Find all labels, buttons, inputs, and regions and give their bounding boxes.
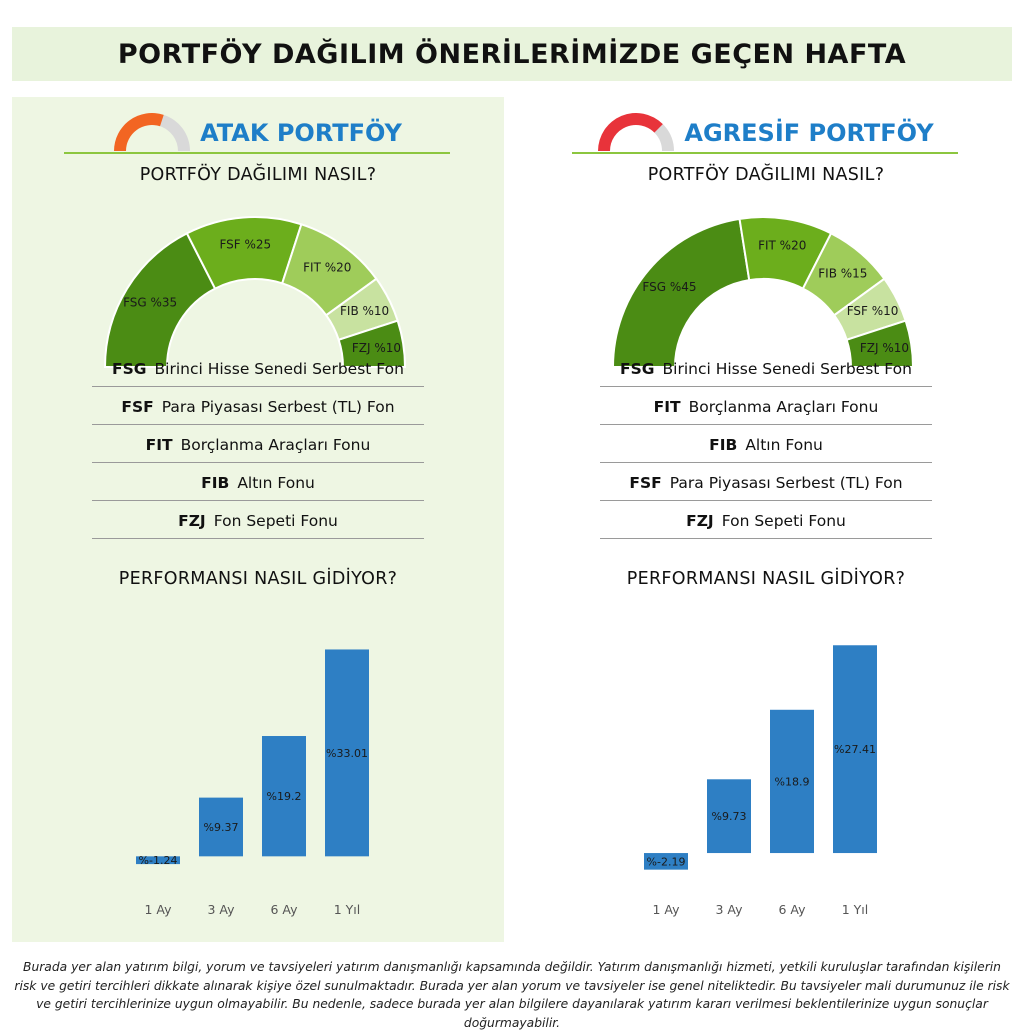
donut-slice-fzj: [337, 319, 407, 368]
performance-bar-chart: %-2.19 1 Ay %9.73 3 Ay %18.9 6 Ay %27.41 1 Yıl: [644, 645, 877, 917]
panel-title: ATAK PORTFÖY: [200, 119, 402, 147]
performance-heading: PERFORMANSI NASIL GİDİYOR?: [626, 569, 906, 589]
panel-title-row: AGRESİF PORTFÖY: [520, 111, 1012, 155]
legend-row: FZJ Fon Sepeti Fonu: [600, 501, 932, 539]
bar-value-label: %-2.19: [647, 855, 686, 868]
bar-value-label: %9.73: [712, 810, 747, 823]
allocation-half-donut: FSG %45 FIT %20 FIB %15 FSF %10 FZJ %10: [611, 216, 915, 368]
bar-value-label: %19.2: [267, 790, 302, 803]
donut-label-fzj: FZJ %10: [352, 341, 401, 355]
legend-row: FSG Birinci Hisse Senedi Serbest Fon: [600, 349, 932, 387]
donut-label-fsg: FSG %45: [642, 280, 696, 294]
donut-label-fit: FIT %20: [303, 260, 351, 274]
bar-value-label: %9.37: [204, 821, 239, 834]
donut-label-fib: FIB %10: [340, 304, 389, 318]
bar-1: [199, 797, 243, 857]
fund-code: FIT: [653, 397, 681, 416]
panel-atak: ATAK PORTFÖY PORTFÖY DAĞILIMI NASIL? FSG…: [12, 97, 504, 942]
legend-row: FSF Para Piyasası Serbest (TL) Fon: [600, 463, 932, 501]
legend-row: FIT Borçlanma Araçları Fonu: [92, 425, 424, 463]
fund-code: FIB: [201, 473, 230, 492]
bar-category-label: 3 Ay: [715, 902, 743, 917]
legend-row: FZJ Fon Sepeti Fonu: [92, 501, 424, 539]
bar-category-label: 1 Ay: [144, 902, 172, 917]
title-divider: [572, 152, 958, 154]
gauge-icon: [598, 113, 675, 151]
fund-code: FSF: [121, 397, 154, 416]
donut-label-fsf: FSF %25: [219, 237, 271, 251]
fund-code: FSG: [620, 359, 655, 378]
fund-code: FIB: [709, 435, 738, 454]
gauge-fill: [114, 113, 164, 151]
fund-name: Borçlanma Araçları Fonu: [688, 397, 879, 416]
performance-heading: PERFORMANSI NASIL GİDİYOR?: [118, 569, 398, 589]
bar-0: [136, 856, 180, 865]
fund-code: FZJ: [686, 511, 714, 530]
bar-1: [707, 779, 751, 854]
gauge-track: [160, 114, 191, 151]
page-header: PORTFÖY DAĞILIM ÖNERİLERİMİZDE GEÇEN HAF…: [12, 27, 1012, 81]
fund-name: Para Piyasası Serbest (TL) Fon: [161, 397, 395, 416]
donut-label-fit: FIT %20: [758, 239, 806, 253]
allocation-half-donut: FSG %35 FSF %25 FIT %20 FIB %10 FZJ %10: [103, 216, 407, 368]
fund-code: FSG: [112, 359, 147, 378]
fund-name: Para Piyasası Serbest (TL) Fon: [669, 473, 903, 492]
fund-name: Fon Sepeti Fonu: [721, 511, 846, 530]
fund-name: Birinci Hisse Senedi Serbest Fon: [154, 359, 404, 378]
legend-row: FSF Para Piyasası Serbest (TL) Fon: [92, 387, 424, 425]
performance-bar-chart: %-1.24 1 Ay %9.37 3 Ay %19.2 6 Ay %33.01 1 Yıl: [136, 649, 369, 917]
donut-slice-fzj: [845, 319, 915, 368]
bar-category-label: 1 Yıl: [842, 902, 869, 917]
fund-code: FSF: [629, 473, 662, 492]
bar-category-label: 6 Ay: [270, 902, 298, 917]
bar-category-label: 1 Yıl: [334, 902, 361, 917]
bar-0: [644, 853, 688, 870]
donut-label-fsg: FSG %35: [123, 296, 177, 310]
panel-agresif: AGRESİF PORTFÖY PORTFÖY DAĞILIMI NASIL? …: [520, 97, 1012, 942]
bar-value-label: %-1.24: [139, 854, 178, 867]
fund-name: Birinci Hisse Senedi Serbest Fon: [662, 359, 912, 378]
fund-legend: FSG Birinci Hisse Senedi Serbest Fon FSF P…: [92, 349, 424, 539]
fund-name: Borçlanma Araçları Fonu: [180, 435, 371, 454]
page-title: PORTFÖY DAĞILIM ÖNERİLERİMİZDE GEÇEN HAF…: [117, 38, 907, 70]
panel-title-row: ATAK PORTFÖY: [12, 111, 504, 155]
fund-name: Altın Fonu: [237, 473, 315, 492]
legend-row: FIB Altın Fonu: [92, 463, 424, 501]
donut-slice-fsg: [611, 217, 751, 368]
gauge-icon: [114, 113, 191, 151]
disclaimer-text: Burada yer alan yatırım bilgi, yorum ve …: [14, 960, 1010, 1030]
legend-row: FIT Borçlanma Araçları Fonu: [600, 387, 932, 425]
donut-label-fsf: FSF %10: [847, 304, 899, 318]
allocation-heading: PORTFÖY DAĞILIMI NASIL?: [647, 165, 885, 185]
bar-category-label: 1 Ay: [652, 902, 680, 917]
bar-value-label: %18.9: [775, 775, 810, 788]
bar-3: [833, 645, 877, 854]
gauge-fill: [598, 113, 664, 151]
bar-2: [770, 709, 814, 854]
panel-title: AGRESİF PORTFÖY: [684, 119, 934, 147]
gauge-track: [654, 124, 675, 151]
fund-code: FZJ: [178, 511, 206, 530]
fund-name: Fon Sepeti Fonu: [213, 511, 338, 530]
bar-category-label: 3 Ay: [207, 902, 235, 917]
legend-row: FSG Birinci Hisse Senedi Serbest Fon: [92, 349, 424, 387]
bar-2: [262, 736, 306, 857]
donut-label-fib: FIB %15: [818, 266, 867, 280]
bar-value-label: %33.01: [326, 747, 368, 760]
bar-category-label: 6 Ay: [778, 902, 806, 917]
fund-code: FIT: [145, 435, 173, 454]
title-divider: [64, 152, 450, 154]
donut-label-fzj: FZJ %10: [860, 341, 909, 355]
bar-value-label: %27.41: [834, 743, 876, 756]
allocation-heading: PORTFÖY DAĞILIMI NASIL?: [139, 165, 377, 185]
bar-3: [325, 649, 369, 857]
fund-name: Altın Fonu: [745, 435, 823, 454]
legend-row: FIB Altın Fonu: [600, 425, 932, 463]
fund-legend: FSG Birinci Hisse Senedi Serbest Fon FIT B…: [600, 349, 932, 539]
